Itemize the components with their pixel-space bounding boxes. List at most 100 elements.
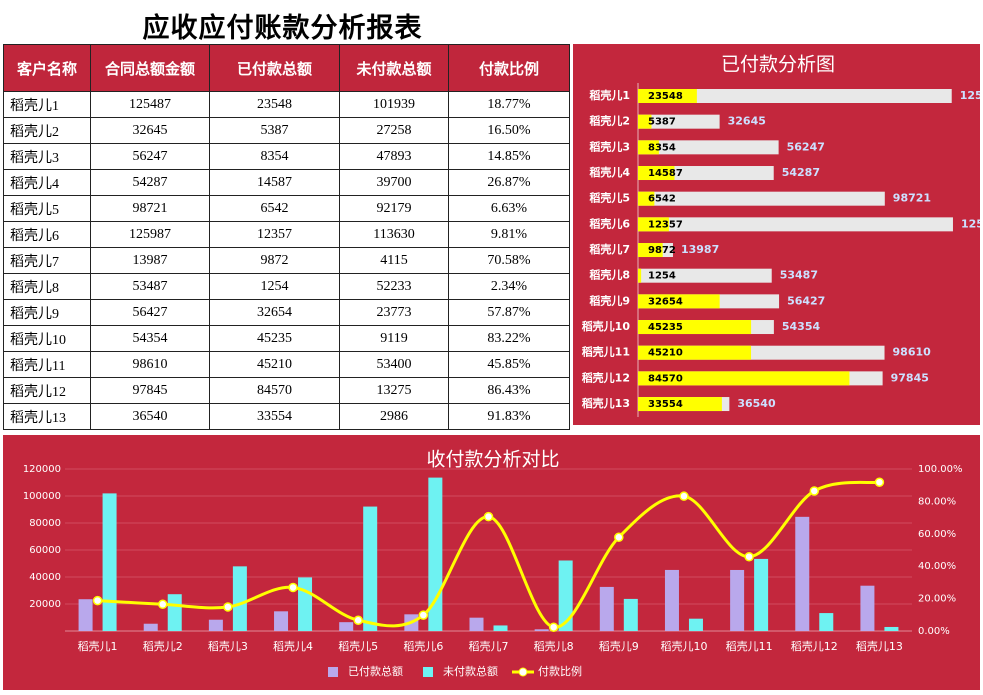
paid-label: 14587 — [648, 168, 683, 179]
table-cell: 5387 — [209, 117, 340, 144]
bar — [143, 623, 158, 631]
table-cell: 4115 — [339, 247, 449, 274]
table-cell: 稻壳儿12 — [3, 377, 91, 404]
paid-label: 5387 — [648, 117, 676, 128]
y2-tick-label: 20.00% — [918, 594, 956, 605]
total-label: 53487 — [780, 269, 818, 282]
total-label: 125987 — [961, 217, 980, 230]
table-cell: 稻壳儿8 — [3, 273, 91, 300]
table-cell: 101939 — [339, 91, 449, 118]
table-cell: 56247 — [90, 143, 210, 170]
table-cell: 稻壳儿5 — [3, 195, 91, 222]
bar — [638, 191, 655, 206]
bar — [102, 493, 117, 631]
bar — [730, 569, 745, 631]
table-cell: 57.87% — [448, 299, 570, 326]
table-row: 稻壳儿8 53487 1254 52233 2.34% — [3, 273, 570, 300]
category-label: 稻壳儿2 — [589, 114, 630, 128]
column-header: 客户名称 — [3, 44, 91, 92]
bar — [638, 345, 752, 360]
ratio-marker — [744, 551, 754, 562]
total-label: 98721 — [893, 192, 931, 205]
table-cell: 9.81% — [448, 221, 570, 248]
bar — [339, 622, 354, 631]
table-cell: 稻壳儿1 — [3, 91, 91, 118]
legend-swatch — [518, 667, 528, 677]
bar — [493, 625, 508, 631]
table-cell: 125487 — [90, 91, 210, 118]
paid-label: 23548 — [648, 91, 683, 102]
data-table: 客户名称 合同总额金额 已付款总额 未付款总额 付款比例 稻壳儿1 125487 23548 1… — [3, 44, 570, 430]
table-cell: 33554 — [209, 403, 340, 430]
x-tick-label: 稻壳儿8 — [534, 639, 574, 653]
paid-label: 12357 — [648, 219, 683, 230]
table-cell: 14587 — [209, 169, 340, 196]
bar — [638, 166, 675, 181]
table-cell: 稻壳儿13 — [3, 403, 91, 430]
y-tick-label: 60000 — [29, 545, 61, 556]
table-cell: 52233 — [339, 273, 449, 300]
ratio-marker — [157, 599, 168, 610]
y-tick-label: 40000 — [29, 572, 61, 583]
table-row: 稻壳儿7 13987 9872 4115 70.58% — [3, 247, 570, 274]
table-cell: 54354 — [90, 325, 210, 352]
ratio-marker — [223, 602, 233, 612]
table-cell: 45210 — [209, 351, 340, 378]
bar — [167, 594, 182, 631]
bar — [638, 320, 752, 335]
panel — [573, 44, 980, 425]
bar — [688, 618, 703, 631]
table-row: 稻壳儿9 56427 32654 23773 57.87% — [3, 299, 570, 326]
table-cell: 6542 — [209, 195, 340, 222]
table-row: 稻壳儿11 98610 45210 53400 45.85% — [3, 351, 570, 378]
category-label: 稻壳儿6 — [589, 216, 630, 230]
column-header: 未付款总额 — [339, 44, 449, 92]
paid-label: 33554 — [648, 399, 683, 410]
table-cell: 18.77% — [448, 91, 570, 118]
ratio-marker — [92, 595, 103, 606]
category-label: 稻壳儿10 — [582, 319, 631, 333]
table-cell: 70.58% — [448, 247, 570, 274]
bar — [469, 617, 484, 631]
table-cell: 84570 — [209, 377, 340, 404]
x-tick-label: 稻壳儿4 — [273, 639, 313, 653]
table-cell: 16.50% — [448, 117, 570, 144]
y2-tick-label: 40.00% — [918, 561, 956, 572]
x-tick-label: 稻壳儿1 — [78, 639, 118, 653]
total-label: 36540 — [737, 397, 776, 410]
table-cell: 45235 — [209, 325, 340, 352]
table-cell: 23548 — [209, 91, 340, 118]
x-tick-label: 稻壳儿6 — [403, 639, 443, 653]
paid-label: 32654 — [648, 296, 683, 307]
table-row: 稻壳儿1 125487 23548 101939 18.77% — [3, 91, 570, 118]
compare-chart: 收付款分析对比 20000 40000 60000 80000 100000 120000 0… — [3, 435, 980, 690]
x-tick-label: 稻壳儿2 — [143, 639, 183, 653]
category-label: 稻壳儿5 — [589, 191, 630, 205]
table-row: 稻壳儿10 54354 45235 9119 83.22% — [3, 325, 570, 352]
table-row: 稻壳儿3 56247 8354 47893 14.85% — [3, 143, 570, 170]
table-row: 稻壳儿13 36540 33554 2986 91.83% — [3, 403, 570, 430]
table-cell: 47893 — [339, 143, 449, 170]
x-tick-label: 稻壳儿3 — [208, 639, 248, 653]
table-cell: 稻壳儿6 — [3, 221, 91, 248]
table-cell: 23773 — [339, 299, 449, 326]
table-cell: 26.87% — [448, 169, 570, 196]
table-cell: 9872 — [209, 247, 340, 274]
paid-label: 8354 — [648, 142, 676, 153]
bar — [638, 140, 779, 155]
bar — [638, 140, 659, 155]
x-tick-label: 稻壳儿11 — [726, 639, 773, 653]
table-cell: 稻壳儿9 — [3, 299, 91, 326]
total-label: 97845 — [891, 371, 929, 384]
table-cell: 稻壳儿7 — [3, 247, 91, 274]
bar — [664, 569, 679, 631]
table-cell: 2.34% — [448, 273, 570, 300]
bar — [208, 619, 223, 631]
x-tick-label: 稻壳儿10 — [660, 639, 707, 653]
category-label: 稻壳儿13 — [582, 396, 630, 410]
ratio-marker — [679, 491, 689, 501]
paid-label: 45210 — [648, 348, 683, 359]
ratio-marker — [353, 615, 363, 626]
table-cell: 稻壳儿11 — [3, 351, 91, 378]
